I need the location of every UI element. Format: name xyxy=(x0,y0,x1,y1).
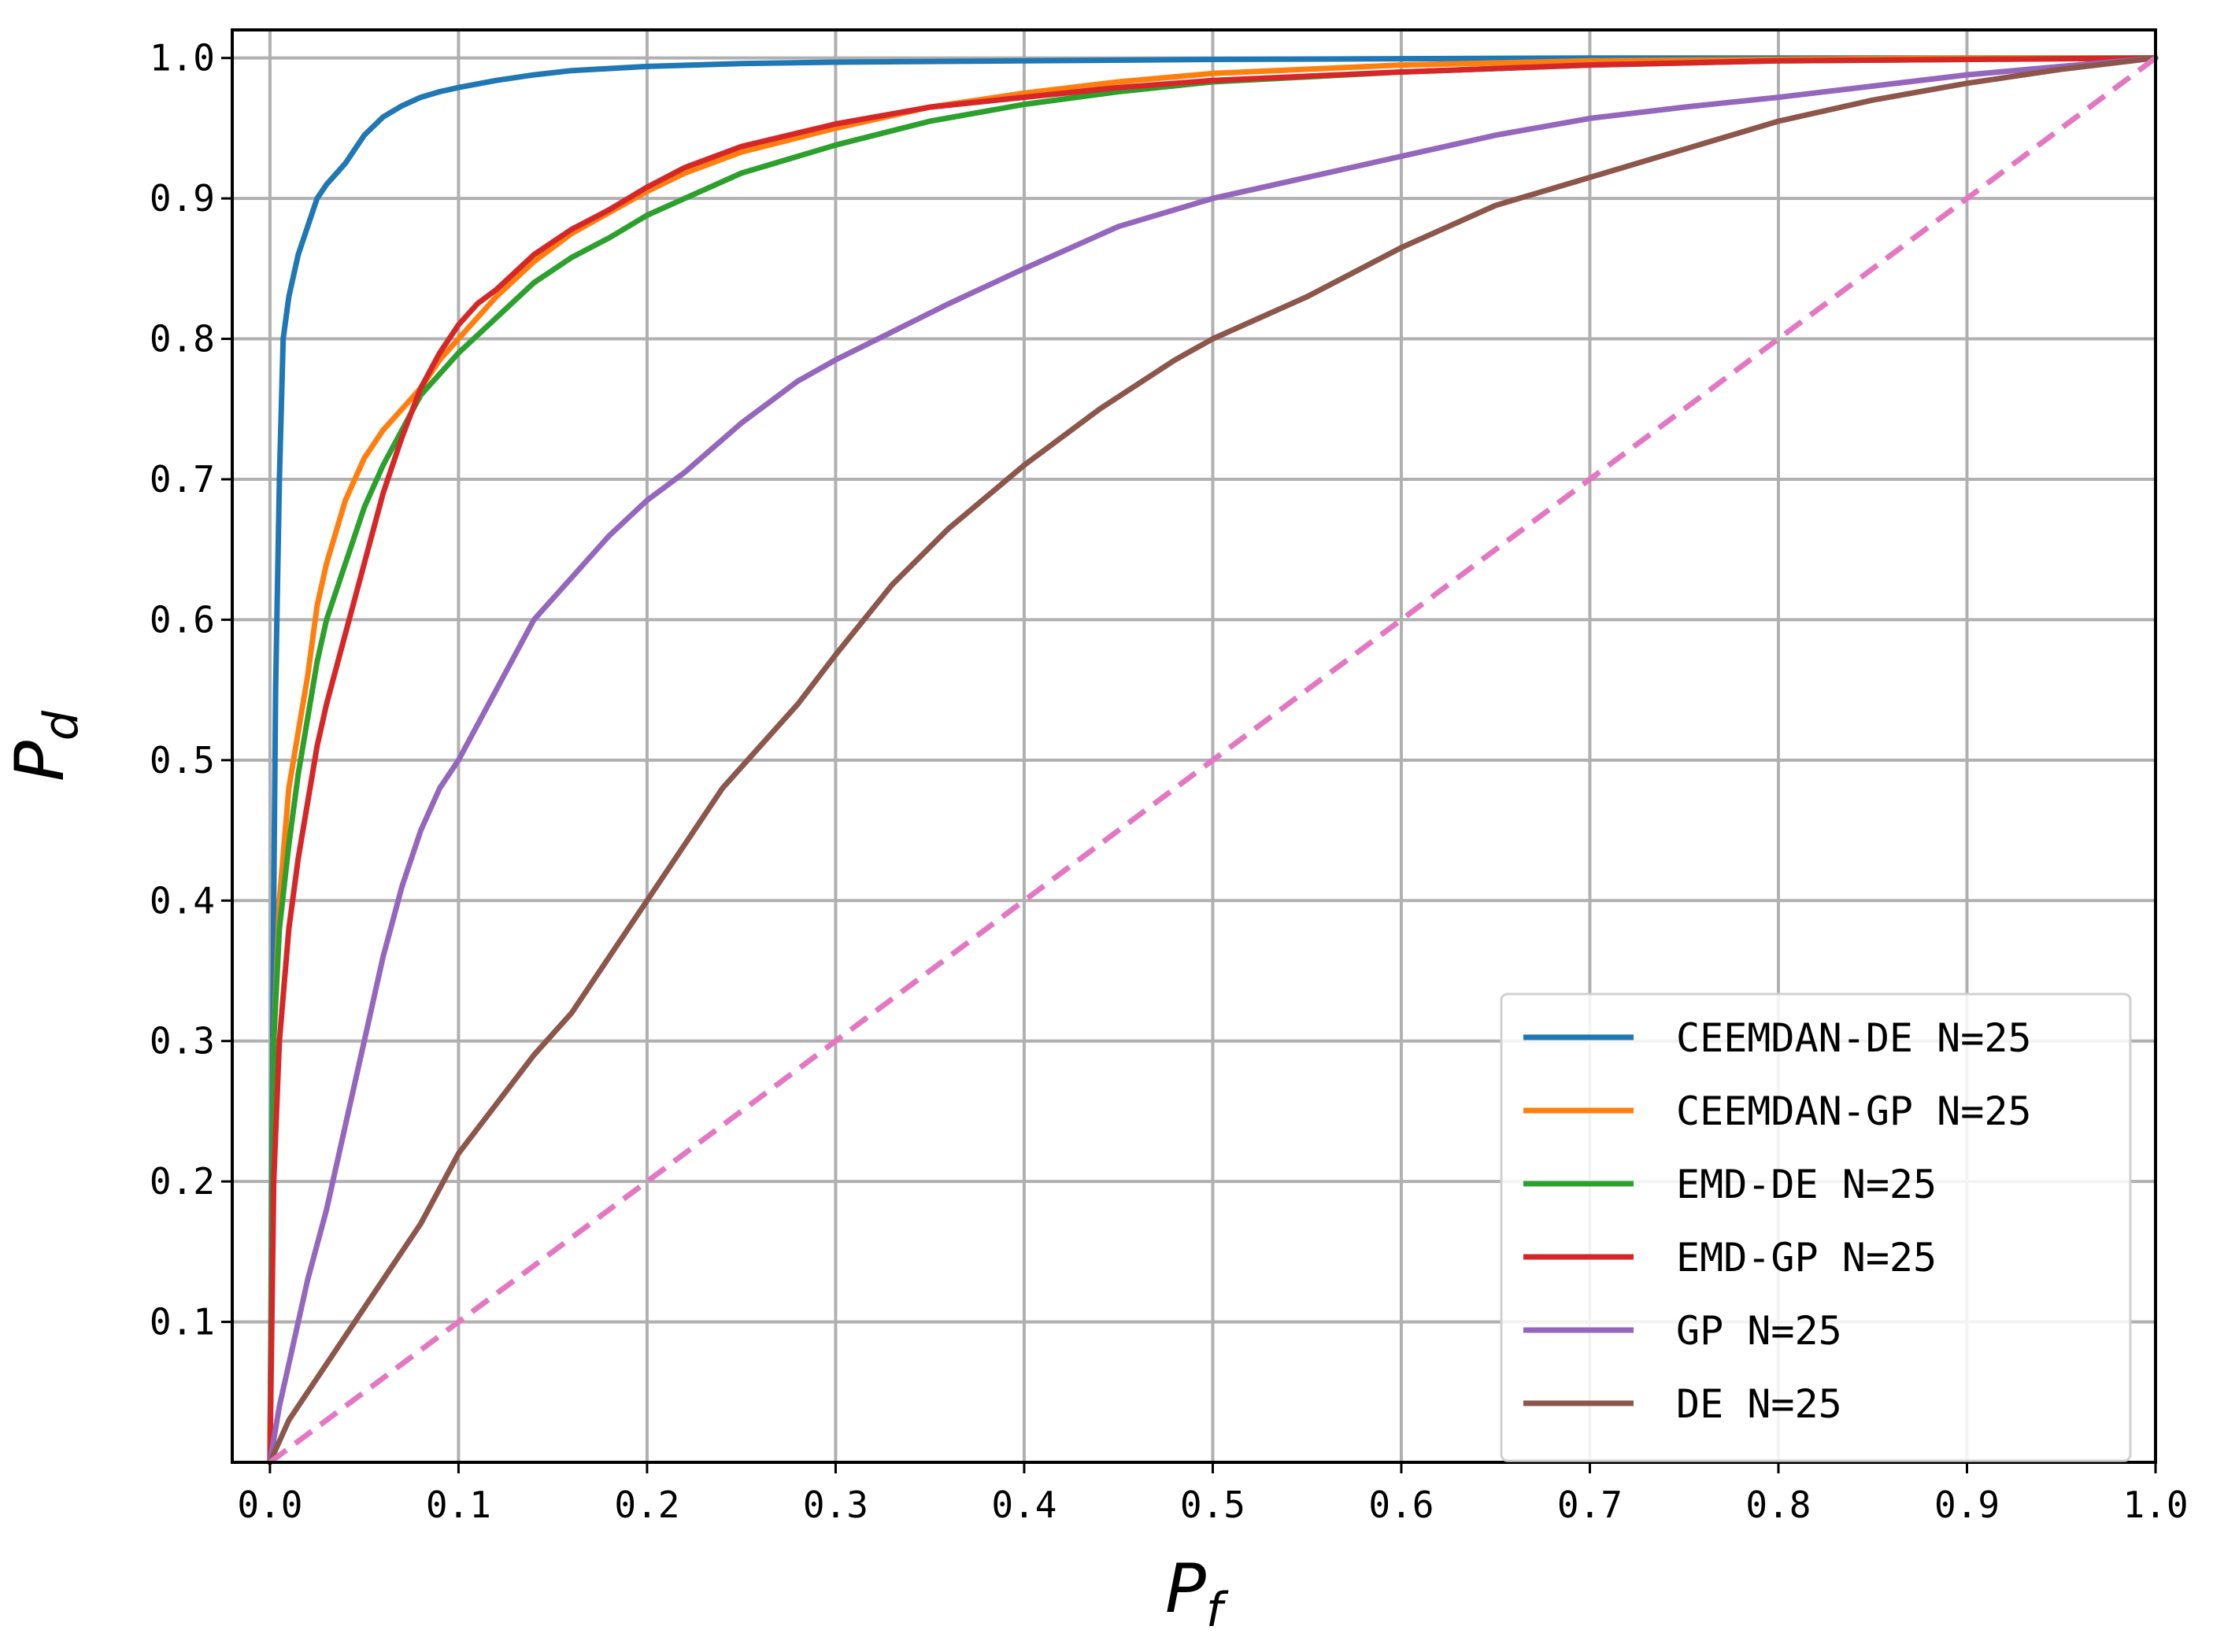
series-layer xyxy=(267,55,2159,1465)
legend-label-5: DE N=25 xyxy=(1676,1381,1842,1427)
x-tick-label-6: 0.6 xyxy=(1368,1484,1434,1526)
legend-label-2: EMD-DE N=25 xyxy=(1676,1162,1937,1207)
x-tick-label-0: 0.0 xyxy=(237,1484,302,1526)
y-tick-label-6: 0.7 xyxy=(150,458,215,501)
x-tick-label-7: 0.7 xyxy=(1557,1484,1623,1526)
x-tick-label-8: 0.8 xyxy=(1745,1484,1811,1526)
x-tick-label-10: 1.0 xyxy=(2122,1484,2188,1526)
plot-frame xyxy=(231,28,2157,1464)
x-tick-label-3: 0.3 xyxy=(803,1484,868,1526)
y-tick-label-8: 0.9 xyxy=(150,177,215,220)
x-tick-label-5: 0.5 xyxy=(1180,1484,1245,1526)
series-line-3 xyxy=(267,55,2159,1465)
y-tick-label-4: 0.5 xyxy=(150,739,215,782)
legend-label-4: GP N=25 xyxy=(1676,1308,1842,1354)
legend-label-1: CEEMDAN-GP N=25 xyxy=(1676,1088,2032,1134)
series-line-5 xyxy=(267,55,2159,1465)
x-tick-label-9: 0.9 xyxy=(1934,1484,2000,1526)
y-tick-label-3: 0.4 xyxy=(150,879,215,922)
y-tick-label-9: 1.0 xyxy=(150,37,215,79)
legend-box xyxy=(1500,992,2132,1462)
y-axis-label-subscript: d xyxy=(34,710,89,741)
y-axis-label-main: P xyxy=(1,741,80,782)
legend: CEEMDAN-DE N=25 CEEMDAN-GP N=25 EMD-DE N=2… xyxy=(1500,992,2132,1462)
x-tick-label-4: 0.4 xyxy=(991,1484,1057,1526)
legend-label-3: EMD-GP N=25 xyxy=(1676,1235,1937,1281)
x-axis-ticks: 0.0 0.1 0.2 0.3 0.4 0.5 0.6 0.7 0.8 0.9 1.0 xyxy=(237,1462,2189,1526)
series-line-6 xyxy=(268,55,2158,1465)
series-line-4 xyxy=(267,55,2159,1465)
legend-label-0: CEEMDAN-DE N=25 xyxy=(1676,1015,2032,1061)
y-axis-label: Pd xyxy=(1,710,89,782)
x-axis-label: Pf xyxy=(1165,1550,1229,1638)
x-tick-label-1: 0.1 xyxy=(426,1484,491,1526)
y-tick-label-2: 0.3 xyxy=(150,1020,215,1063)
y-tick-label-0: 0.1 xyxy=(150,1301,215,1343)
x-axis-label-main: P xyxy=(1165,1550,1206,1628)
y-axis-ticks: 0.1 0.2 0.3 0.4 0.5 0.6 0.7 0.8 0.9 1.0 xyxy=(150,37,232,1343)
x-tick-label-2: 0.2 xyxy=(614,1484,679,1526)
series-line-1 xyxy=(267,55,2159,1465)
y-tick-label-7: 0.8 xyxy=(150,318,215,360)
y-tick-label-1: 0.2 xyxy=(150,1160,215,1203)
y-tick-label-5: 0.6 xyxy=(150,598,215,641)
series-line-0 xyxy=(267,55,2159,1465)
